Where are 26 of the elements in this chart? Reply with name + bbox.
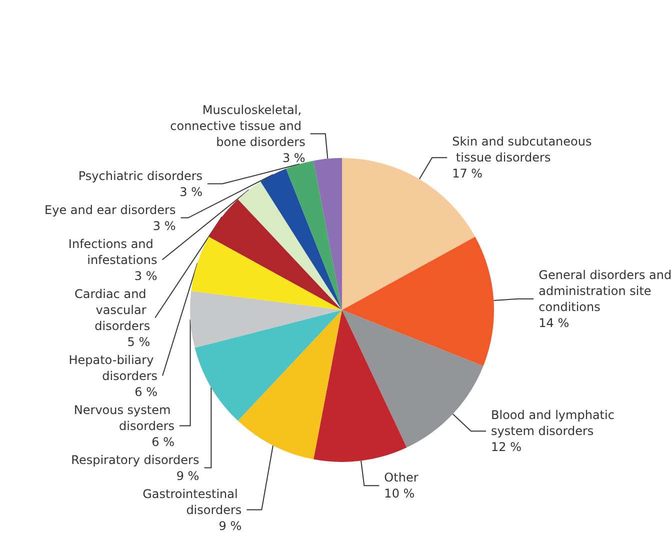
slice-label: Infections and infestations <box>68 236 158 267</box>
slice-label: Eye and ear disorders <box>44 202 176 217</box>
slice-label: Cardiac and vascular disorders <box>74 286 150 333</box>
slice-label: General disorders and administration site conditions <box>538 268 672 314</box>
slice-label: Other <box>384 470 418 485</box>
data-label: 6 % <box>134 384 158 399</box>
data-label: 3 % <box>152 218 176 233</box>
slice-label: Respiratory disorders <box>71 452 200 467</box>
data-label: 17 % <box>452 166 483 181</box>
slice-label: Nervous system disorders <box>74 402 175 433</box>
data-label: 3 % <box>282 150 306 165</box>
data-label: 9 % <box>218 518 242 533</box>
data-label: 12 % <box>491 440 522 454</box>
data-label: 9 % <box>176 468 200 483</box>
data-label: 3 % <box>180 184 203 199</box>
data-label: 3 % <box>134 268 158 283</box>
data-label: 5 % <box>127 334 150 349</box>
data-label: 6 % <box>152 434 175 449</box>
slice-label: Gastrointestinal disorders <box>142 486 242 517</box>
slice-label: Blood and lymphatic system disorders <box>491 408 618 438</box>
slice-label: Musculoskeletal, connective tissue and bone disorders <box>170 102 306 149</box>
slice-label: Skin and subcutaneous tissue disorders <box>452 134 592 165</box>
slice-label: Psychiatric disorders <box>78 168 203 183</box>
data-label: 14 % <box>538 316 570 330</box>
slice-label: Hepato-biliary disorders <box>68 352 158 383</box>
data-label: 10 % <box>384 486 415 501</box>
